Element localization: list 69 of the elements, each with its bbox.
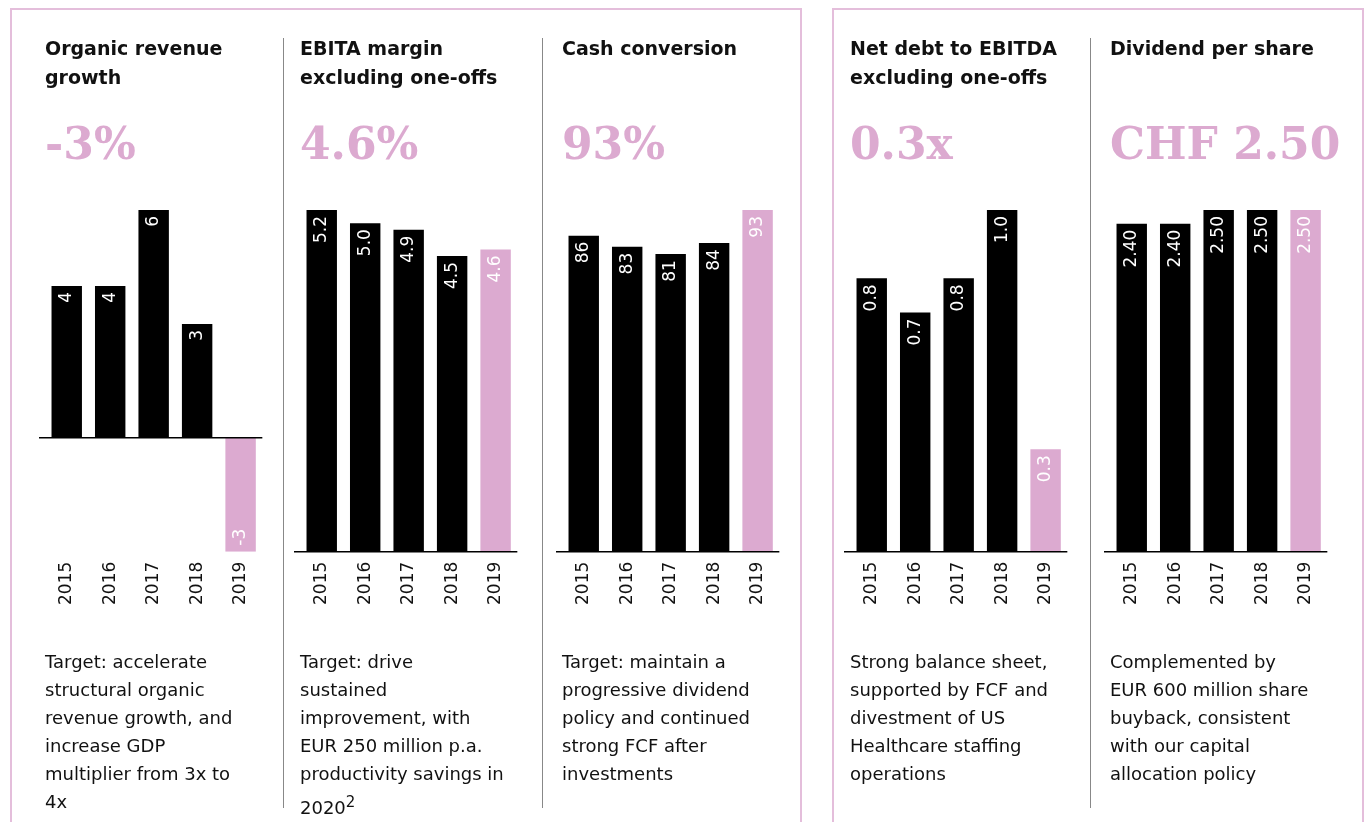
data-label: 0.8 xyxy=(860,284,881,312)
data-label: 93 xyxy=(746,216,767,238)
chart-title: EBITA margin excluding one-offs xyxy=(300,36,499,90)
data-label: 84 xyxy=(702,249,723,271)
data-label: 4 xyxy=(98,291,119,303)
data-label: 83 xyxy=(615,252,636,275)
chart-subtitle: 93% xyxy=(562,118,666,169)
x-tick-label: 2017 xyxy=(142,561,163,605)
x-tick-label: 2019 xyxy=(1294,561,1315,605)
text: Target: maintain a progressive dividend policy and continued strong FCF after investments xyxy=(562,650,751,786)
x-tick-label: 2015 xyxy=(860,561,881,605)
data-label: 0.3 xyxy=(1034,455,1055,483)
x-tick-label: 2016 xyxy=(98,561,119,605)
x-tick-label: 2015 xyxy=(1120,561,1141,605)
chart-title: Dividend per share xyxy=(1110,36,1315,61)
bar xyxy=(1030,449,1061,552)
bar xyxy=(225,437,256,552)
data-label: 4.5 xyxy=(440,262,461,290)
bar xyxy=(742,210,773,552)
x-tick-label: 2018 xyxy=(185,561,206,605)
data-label: 2.40 xyxy=(1120,229,1141,268)
x-tick-label: 2019 xyxy=(229,561,250,605)
x-tick-label: 2015 xyxy=(55,561,76,605)
x-tick-label: 2018 xyxy=(702,561,723,605)
data-label: 2.50 xyxy=(1250,216,1271,254)
text: Complemented by EUR 600 million share buyback, consistent with our capital allocation policy xyxy=(1110,650,1310,786)
x-tick-label: 2017 xyxy=(1207,561,1228,605)
text: Target: accelerate structural organic revenue growth, and increase GDP multiplier from 3x to 4x xyxy=(45,650,234,814)
data-label: 4 xyxy=(55,291,76,303)
text: Strong balance sheet, supported by FCF and divestment of US Healthcare staffing operations xyxy=(850,650,1049,786)
x-tick-label: 2017 xyxy=(659,561,680,605)
x-tick-label: 2019 xyxy=(746,561,767,605)
data-label: 2.40 xyxy=(1163,229,1184,268)
x-tick-label: 2018 xyxy=(440,561,461,605)
x-tick-label: 2018 xyxy=(1250,561,1271,605)
x-tick-label: 2017 xyxy=(397,561,418,605)
data-label: 0.7 xyxy=(903,318,924,346)
data-label: 4.9 xyxy=(397,235,418,263)
bar xyxy=(480,249,511,552)
x-tick-label: 2016 xyxy=(903,561,924,605)
chart-subtitle: 0.3x xyxy=(850,118,953,169)
x-tick-label: 2015 xyxy=(572,561,593,605)
data-label: -3 xyxy=(229,528,250,546)
data-label: 6 xyxy=(142,216,163,227)
chart-title: Net debt to EBITDA excluding one-offs xyxy=(850,36,1058,90)
x-tick-label: 2018 xyxy=(990,561,1011,605)
data-label: 1.0 xyxy=(990,216,1011,244)
data-label: 81 xyxy=(659,260,680,282)
data-label: 3 xyxy=(185,329,206,341)
data-label: 2.50 xyxy=(1207,216,1228,254)
chart-subtitle: -3% xyxy=(45,118,136,169)
data-label: 4.6 xyxy=(484,255,505,283)
chart-title: Cash conversion xyxy=(562,36,739,61)
chart-subtitle: 4.6% xyxy=(300,118,419,169)
chart-title: Organic revenue growth xyxy=(45,36,224,90)
text: Target: drive sustained improvement, with EUR 250 million p.a. productivity savings in 2020$^{2}$ xyxy=(300,650,505,820)
data-label: 5.2 xyxy=(310,216,331,244)
data-label: 0.8 xyxy=(947,284,968,312)
data-label: 2.50 xyxy=(1294,216,1315,254)
x-tick-label: 2016 xyxy=(1163,561,1184,605)
x-tick-label: 2019 xyxy=(1034,561,1055,605)
x-tick-label: 2015 xyxy=(310,561,331,605)
data-label: 86 xyxy=(572,241,593,264)
chart-subtitle: CHF 2.50 xyxy=(1110,118,1341,169)
data-label: 5.0 xyxy=(353,229,374,257)
x-tick-label: 2017 xyxy=(947,561,968,605)
x-tick-label: 2016 xyxy=(353,561,374,605)
x-tick-label: 2019 xyxy=(484,561,505,605)
x-tick-label: 2016 xyxy=(615,561,636,605)
